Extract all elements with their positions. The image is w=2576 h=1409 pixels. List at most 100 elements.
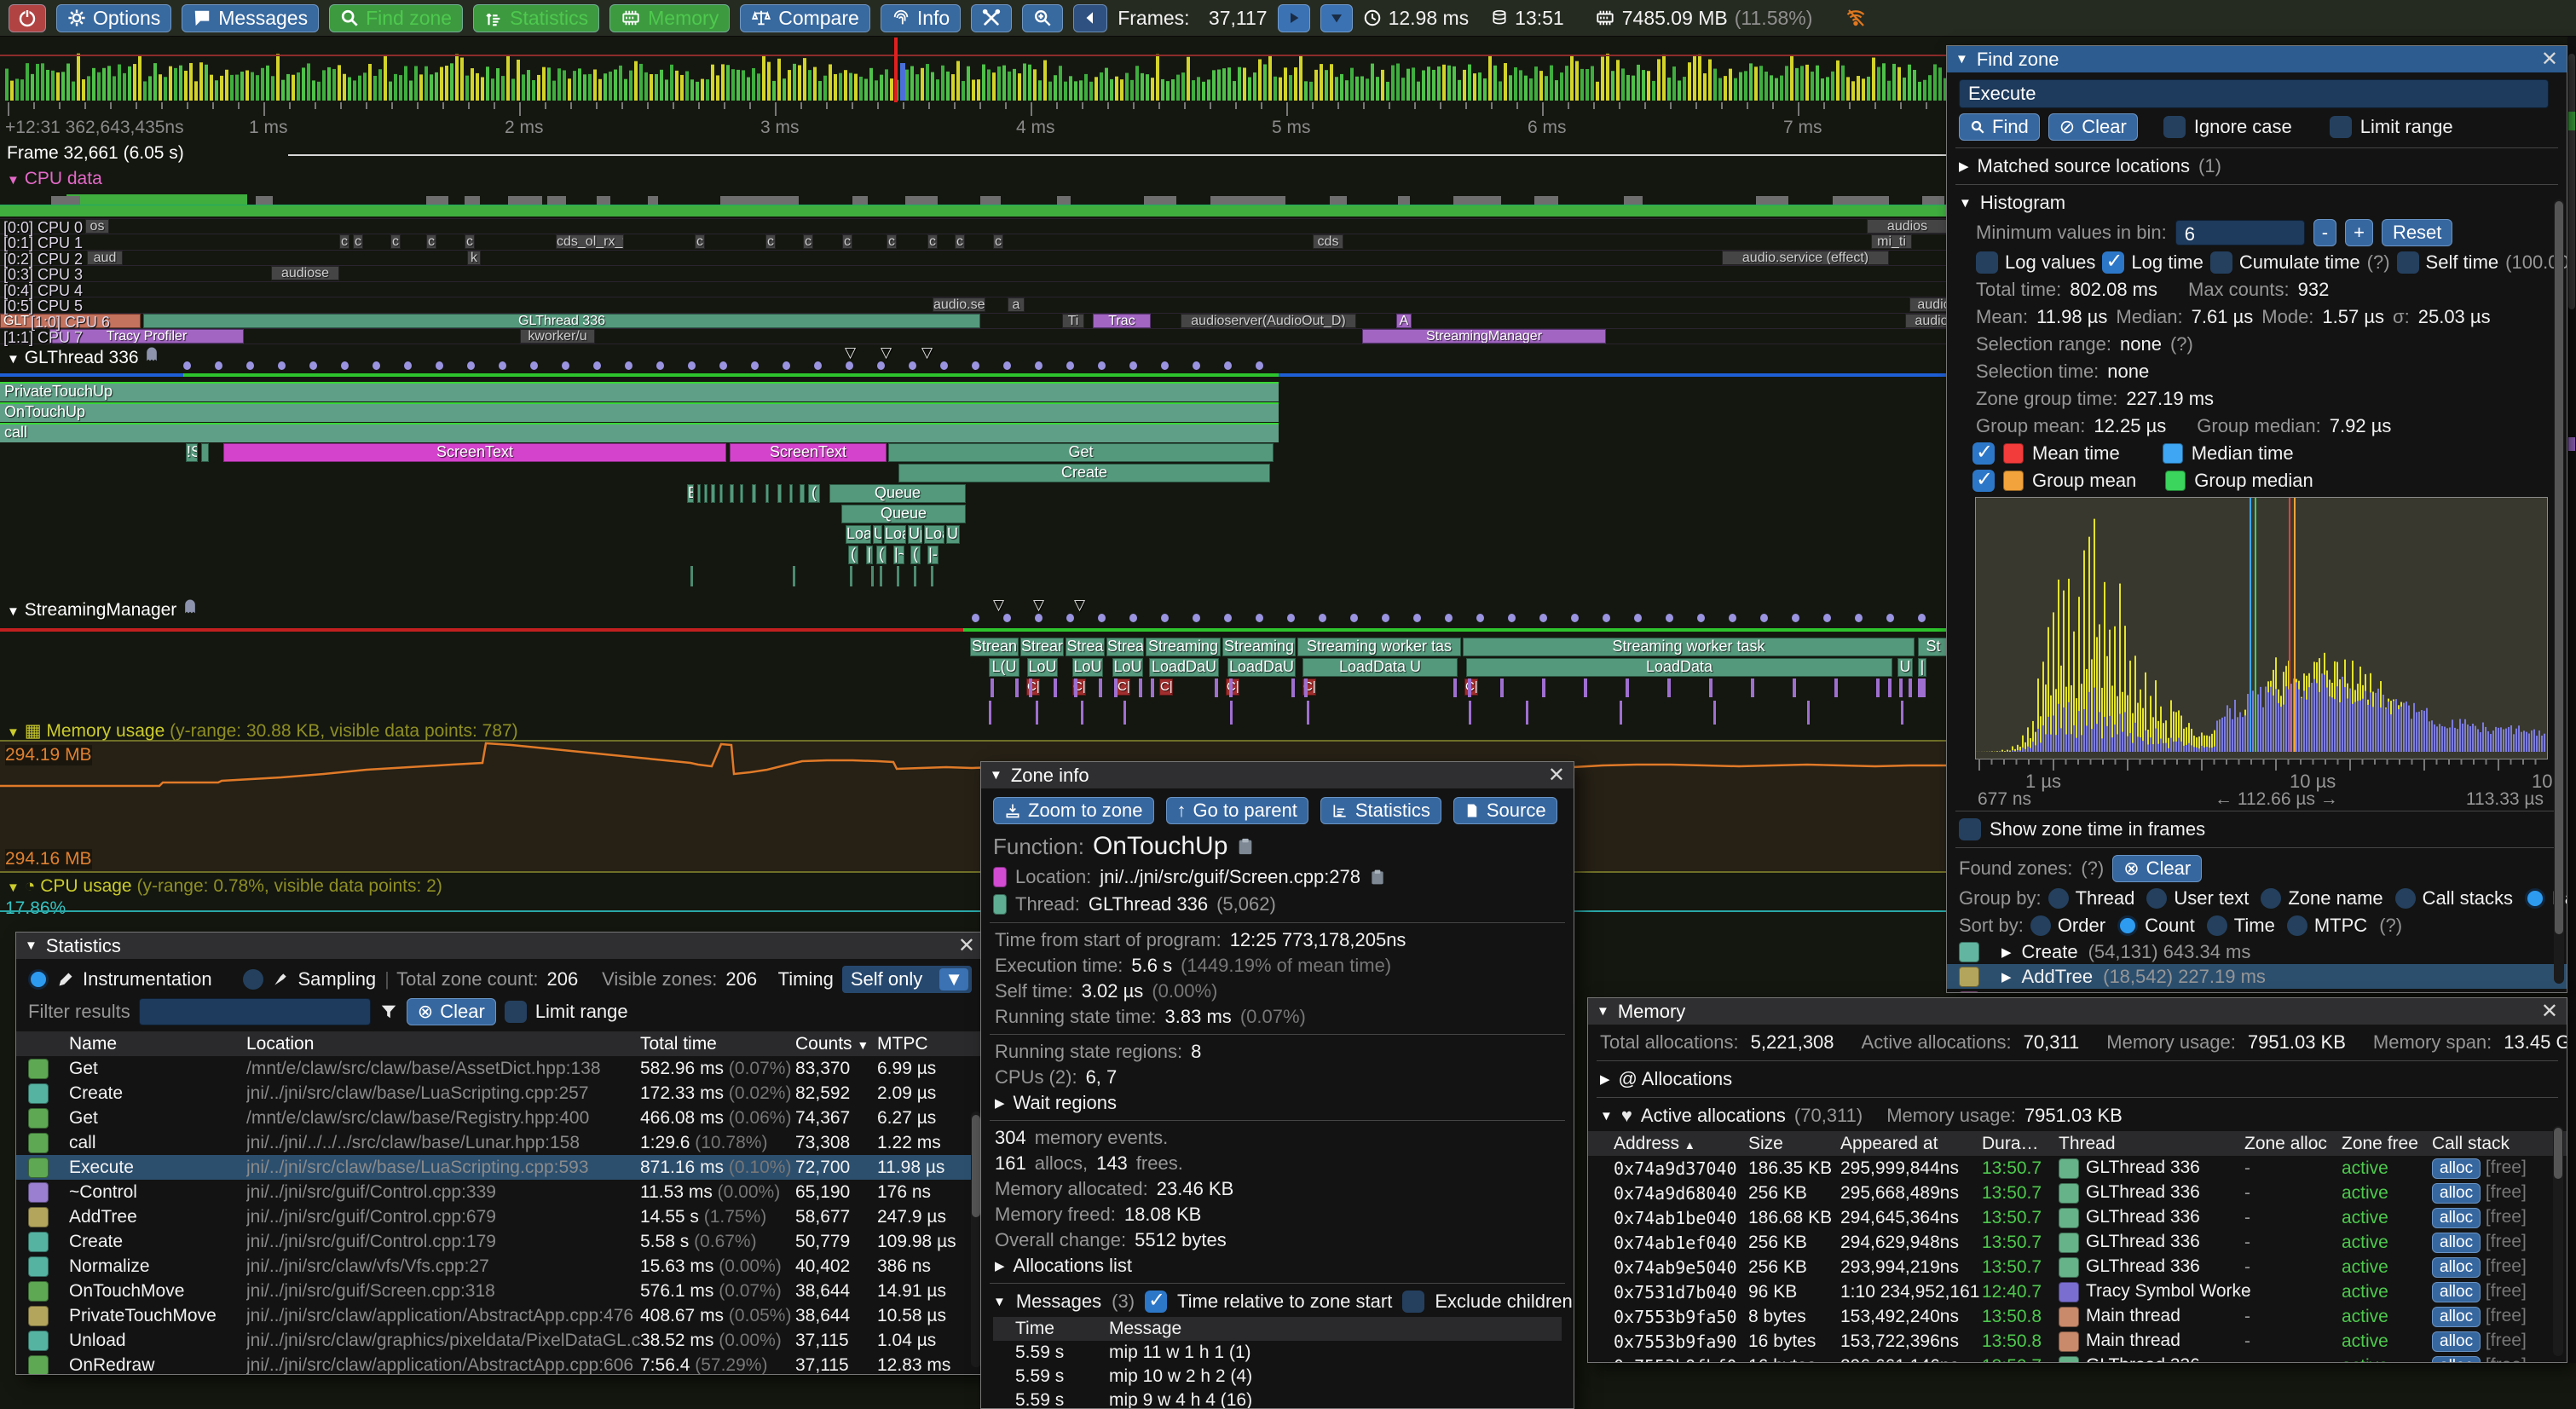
zoom-button[interactable] <box>1022 4 1063 32</box>
zone[interactable]: Queue <box>829 484 966 503</box>
find-zone-histogram[interactable] <box>1976 498 2547 759</box>
zone[interactable]: OnTouchUp <box>0 402 1279 422</box>
sample-dot[interactable] <box>1445 614 1453 622</box>
zone[interactable]: ( <box>910 546 921 564</box>
messages-button[interactable]: Messages <box>182 4 319 32</box>
find-zone-query-input[interactable]: Execute <box>1959 79 2549 108</box>
sample-dot[interactable] <box>846 361 853 370</box>
zone[interactable] <box>800 484 805 503</box>
sample-dot[interactable] <box>404 361 412 370</box>
cpu-zone[interactable]: a <box>1008 297 1025 312</box>
sample-dot[interactable] <box>1823 614 1831 622</box>
sample-dot[interactable] <box>625 361 632 370</box>
sort-by-radio[interactable] <box>2207 915 2227 936</box>
zone[interactable]: L(U <box>989 658 1019 677</box>
sample-dot[interactable] <box>1161 361 1169 370</box>
zone[interactable]: PrivateTouchUp <box>0 382 1279 401</box>
sample-dot[interactable] <box>1634 614 1642 622</box>
sample-dot[interactable] <box>1760 614 1768 622</box>
statistics-button[interactable]: Statistics <box>473 4 599 32</box>
sample-dot[interactable] <box>783 361 790 370</box>
reset-button[interactable]: Reset <box>2382 219 2452 246</box>
sample-dot[interactable] <box>1697 614 1705 622</box>
ignore-case-checkbox[interactable] <box>2163 116 2186 138</box>
zone[interactable]: Streaming worker tas <box>1297 638 1461 656</box>
sample-dot[interactable] <box>1129 361 1137 370</box>
sample-dot[interactable] <box>530 361 538 370</box>
group-by-radio[interactable] <box>2525 888 2545 909</box>
sample-dot[interactable] <box>972 614 979 622</box>
found-zone-row[interactable]: ▶AddTree(18,542) 227.19 ms <box>1947 964 2567 989</box>
zone[interactable]: Strea <box>1106 638 1144 656</box>
cpu-zone[interactable]: c <box>803 234 813 249</box>
cpu-zone[interactable]: c <box>339 234 349 249</box>
zone[interactable]: !S <box>186 443 198 462</box>
alloc-callstack-button[interactable]: alloc <box>2432 1183 2481 1204</box>
zone[interactable]: Up <box>946 525 960 544</box>
zone[interactable]: E <box>687 484 694 503</box>
group-by-radio[interactable] <box>2261 888 2281 909</box>
sample-dot[interactable] <box>1886 614 1894 622</box>
zone[interactable]: U <box>873 525 882 544</box>
cpu-zone[interactable]: cds <box>1313 234 1343 249</box>
message-marker-icon[interactable]: ▽ <box>1074 597 1085 614</box>
log-time-checkbox[interactable] <box>2102 251 2124 274</box>
sample-dot[interactable] <box>467 361 475 370</box>
sample-dot[interactable] <box>656 361 664 370</box>
funnel-icon[interactable] <box>379 1002 398 1021</box>
zone[interactable]: ( <box>876 546 887 564</box>
sample-dot[interactable] <box>215 361 222 370</box>
group-by-radio[interactable] <box>2146 888 2167 909</box>
find-zone-titlebar[interactable]: ▼Find zone✕ <box>1947 46 2567 72</box>
zone[interactable]: C| <box>1464 679 1478 696</box>
zone[interactable]: C| <box>1159 679 1173 696</box>
cpu-zone[interactable]: kworker/u <box>520 329 595 344</box>
instrumentation-radio[interactable] <box>28 969 49 990</box>
group-by-radio[interactable] <box>2395 888 2416 909</box>
show-zone-time-checkbox[interactable] <box>1959 818 1981 840</box>
alloc-callstack-button[interactable]: alloc <box>2432 1307 2481 1327</box>
zone[interactable]: ( <box>848 546 858 564</box>
alloc-callstack-button[interactable]: alloc <box>2432 1257 2481 1278</box>
sample-dot[interactable] <box>1066 614 1074 622</box>
zone[interactable]: LoadData <box>1466 658 1892 677</box>
memory-usage-header[interactable]: ▼ ▦ Memory usage (y-range: 30.88 KB, vis… <box>7 720 518 742</box>
streaming-header[interactable]: ▼ StreamingManager <box>7 597 199 621</box>
zone[interactable]: ScreenText <box>223 443 726 462</box>
cpu-zone[interactable]: k <box>467 251 481 265</box>
zone[interactable]: Queue <box>841 505 966 523</box>
message-marker-icon[interactable]: ▽ <box>993 597 1004 614</box>
self-time-checkbox[interactable] <box>2397 251 2419 274</box>
zone[interactable] <box>704 484 708 503</box>
zone[interactable]: Loa <box>846 525 871 544</box>
found-zone-row[interactable]: ▶LoadLevel(18) 406.88 µs <box>1947 989 2567 993</box>
sample-dot[interactable] <box>1666 614 1673 622</box>
memory-titlebar[interactable]: ▼Memory✕ <box>1588 998 2567 1025</box>
sample-dot[interactable] <box>1287 614 1295 622</box>
sample-dot[interactable] <box>183 361 191 370</box>
zoom-to-zone-button[interactable]: Zoom to zone <box>993 797 1154 824</box>
cumulate-time-checkbox[interactable] <box>2210 251 2232 274</box>
sample-dot[interactable] <box>1792 614 1799 622</box>
cpu-zone[interactable]: c <box>426 234 436 249</box>
go-to-parent-button[interactable]: ↑Go to parent <box>1166 797 1308 824</box>
sample-dot[interactable] <box>341 361 349 370</box>
sample-dot[interactable] <box>1382 614 1389 622</box>
cpu-data-header[interactable]: ▼ CPU data <box>7 169 102 189</box>
sample-dot[interactable] <box>877 361 885 370</box>
exclude-children-checkbox[interactable] <box>1402 1291 1424 1313</box>
sample-dot[interactable] <box>1098 614 1106 622</box>
limit-range-checkbox[interactable] <box>2330 116 2352 138</box>
memory-button[interactable]: Memory <box>609 4 730 32</box>
sample-dot[interactable] <box>1098 361 1106 370</box>
